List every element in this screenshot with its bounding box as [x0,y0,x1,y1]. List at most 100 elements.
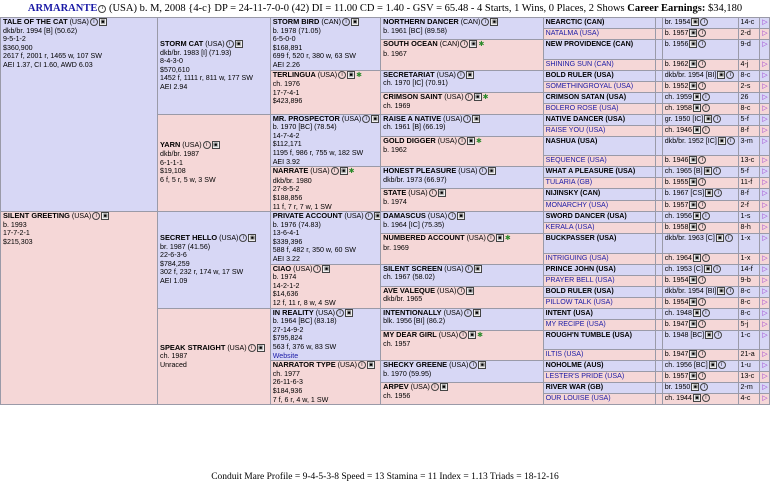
horse-name-link[interactable]: ILTIS (USA) [545,350,584,359]
expand-arrow-icon[interactable]: ▷ [762,157,768,165]
info-icon[interactable]: i [698,82,707,90]
info-icon[interactable]: i [463,309,472,317]
info-icon[interactable]: i [89,18,98,27]
horse-name-link[interactable]: RIVER WAR (GB) [545,383,604,392]
photo-icon[interactable]: ▣ [256,343,265,352]
info-icon[interactable]: i [700,18,709,27]
photo-icon[interactable]: ▣ [689,320,698,328]
expand-arrow-icon[interactable]: ▷ [762,168,768,176]
expand-arrow-icon[interactable]: ▷ [762,362,768,370]
horse-name-link[interactable]: OUR LOUISE (USA) [545,394,611,403]
gen5-expand-cell[interactable]: ▷ [759,393,770,406]
gen5-expand-cell[interactable]: ▷ [759,39,770,60]
photo-icon[interactable]: ▣ [345,309,354,317]
photo-icon[interactable]: ▣ [487,167,496,176]
info-icon[interactable]: i [698,156,707,165]
gen5-expand-cell[interactable]: ▷ [759,166,770,179]
info-icon[interactable]: i [724,234,733,243]
info-icon[interactable]: i [458,137,466,145]
horse-name-link[interactable]: BOLERO ROSE (USA) [545,103,619,112]
photo-icon[interactable]: ▣ [472,309,481,317]
info-icon[interactable]: i [701,212,710,221]
photo-icon[interactable]: ▣ [704,115,713,123]
horse-name-link[interactable]: PRAYER BELL (USA) [545,275,615,284]
info-icon[interactable]: i [464,265,473,273]
horse-name-link[interactable]: PRINCE JOHN (USA) [545,264,616,273]
gen5-expand-cell[interactable]: ▷ [759,329,770,351]
horse-detail-l5[interactable]: Website [272,351,299,360]
horse-name-link[interactable]: RAISE A NATIVE [383,114,442,123]
info-icon[interactable]: i [726,137,735,145]
horse-name-link[interactable]: IN REALITY [272,308,314,317]
info-icon[interactable]: i [698,372,707,381]
info-icon[interactable]: i [98,4,107,13]
expand-arrow-icon[interactable]: ▷ [762,213,768,221]
expand-arrow-icon[interactable]: ▷ [762,351,768,359]
expand-arrow-icon[interactable]: ▷ [762,235,768,243]
gen5-expand-cell[interactable]: ▷ [759,58,770,71]
photo-icon[interactable]: ▣ [717,71,726,79]
expand-arrow-icon[interactable]: ▷ [762,309,768,317]
gen5-expand-cell[interactable]: ▷ [759,155,770,168]
photo-icon[interactable]: ▣ [692,394,701,403]
info-icon[interactable]: i [330,167,339,176]
info-icon[interactable]: i [700,383,709,392]
expand-arrow-icon[interactable]: ▷ [762,265,768,273]
gen5-expand-cell[interactable]: ▷ [759,360,770,373]
info-icon[interactable]: i [247,343,256,352]
info-icon[interactable]: i [342,18,351,27]
photo-icon[interactable]: ▣ [705,331,714,339]
horse-name-link[interactable]: HONEST PLEASURE [383,166,457,176]
expand-arrow-icon[interactable]: ▷ [762,331,768,339]
info-icon[interactable]: i [486,234,495,243]
horse-name-link[interactable]: YARN [160,140,181,150]
horse-name-link[interactable]: SILENT SCREEN [383,264,443,273]
info-icon[interactable]: i [698,201,707,210]
photo-icon[interactable]: ▣ [715,234,724,243]
horse-name-link[interactable]: TERLINGUA [272,70,316,79]
photo-icon[interactable]: ▣ [689,201,698,210]
photo-icon[interactable]: ▣ [705,189,714,198]
horse-name-link[interactable]: DAMASCUS [383,211,426,221]
photo-icon[interactable]: ▣ [347,71,356,79]
photo-icon[interactable]: ▣ [98,18,107,27]
horse-name-link[interactable]: NARRATOR TYPE [272,360,336,370]
horse-name-link[interactable]: SOMETHINGROYAL (USA) [545,81,634,90]
info-icon[interactable]: i [478,167,487,176]
photo-icon[interactable]: ▣ [692,104,701,112]
horse-name-link[interactable]: PILLOW TALK (USA) [545,297,613,306]
expand-arrow-icon[interactable]: ▷ [762,126,768,134]
info-icon[interactable]: i [701,93,710,101]
info-icon[interactable]: i [713,265,721,273]
expand-arrow-icon[interactable]: ▷ [762,60,768,68]
gen5-expand-cell[interactable]: ▷ [759,69,770,82]
photo-icon[interactable]: ▣ [437,189,446,198]
horse-name-link[interactable]: SHINING SUN (CAN) [545,59,614,68]
info-icon[interactable]: i [698,178,707,187]
expand-arrow-icon[interactable]: ▷ [762,137,768,145]
photo-icon[interactable]: ▣ [689,156,698,165]
horse-name-link[interactable]: NOHOLME (AUS) [545,361,604,370]
info-icon[interactable]: i [726,71,735,79]
info-icon[interactable]: i [459,331,468,339]
photo-icon[interactable]: ▣ [689,60,698,68]
info-icon[interactable]: i [239,234,248,243]
expand-arrow-icon[interactable]: ▷ [762,179,768,187]
gen5-expand-cell[interactable]: ▷ [759,102,770,115]
horse-name-link[interactable]: SOUTH OCEAN [383,39,438,48]
photo-icon[interactable]: ▣ [472,115,481,123]
gen5-expand-cell[interactable]: ▷ [759,252,770,265]
expand-arrow-icon[interactable]: ▷ [762,104,768,112]
photo-icon[interactable]: ▣ [708,361,717,370]
photo-icon[interactable]: ▣ [717,137,726,145]
gen5-expand-cell[interactable]: ▷ [759,177,770,190]
horse-name-link[interactable]: RAISE YOU (USA) [545,125,606,134]
photo-icon[interactable]: ▣ [473,93,482,101]
photo-icon[interactable]: ▣ [351,18,360,27]
photo-icon[interactable]: ▣ [704,265,712,273]
photo-icon[interactable]: ▣ [248,234,257,243]
horse-name-link[interactable]: TALE OF THE CAT [3,17,68,26]
horse-name-link[interactable]: STORM BIRD [272,17,320,26]
photo-icon[interactable]: ▣ [465,71,474,79]
horse-name-link[interactable]: MONARCHY (USA) [545,201,609,210]
